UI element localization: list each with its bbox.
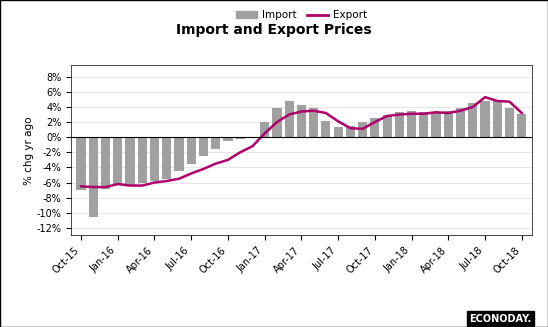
- Bar: [211, 137, 220, 148]
- Bar: [113, 137, 122, 184]
- Bar: [383, 114, 392, 137]
- Bar: [358, 122, 367, 137]
- Bar: [481, 101, 489, 137]
- Bar: [444, 111, 453, 137]
- Bar: [125, 137, 135, 186]
- Bar: [370, 118, 379, 137]
- Bar: [517, 114, 527, 137]
- Bar: [419, 112, 429, 137]
- Bar: [272, 109, 282, 137]
- Bar: [468, 103, 477, 137]
- Bar: [260, 122, 269, 137]
- Bar: [407, 111, 416, 137]
- Bar: [138, 137, 147, 182]
- Bar: [505, 109, 514, 137]
- Bar: [224, 137, 232, 141]
- Bar: [334, 128, 342, 137]
- Bar: [493, 101, 502, 137]
- Bar: [76, 137, 85, 190]
- Bar: [162, 137, 172, 179]
- Bar: [187, 137, 196, 164]
- Bar: [321, 121, 330, 137]
- Bar: [284, 101, 294, 137]
- Bar: [395, 112, 404, 137]
- Bar: [309, 109, 318, 137]
- Legend: Import, Export: Import, Export: [232, 6, 371, 24]
- Bar: [431, 112, 441, 137]
- Bar: [456, 109, 465, 137]
- Bar: [174, 137, 184, 171]
- Bar: [101, 137, 110, 189]
- Text: Import and Export Prices: Import and Export Prices: [176, 23, 372, 37]
- Text: ECONODAY.: ECONODAY.: [469, 314, 532, 324]
- Bar: [199, 137, 208, 156]
- Y-axis label: % chg yr ago: % chg yr ago: [24, 116, 34, 185]
- Bar: [89, 137, 98, 216]
- Bar: [150, 137, 159, 181]
- Bar: [297, 105, 306, 137]
- Bar: [346, 126, 355, 137]
- Bar: [236, 137, 245, 139]
